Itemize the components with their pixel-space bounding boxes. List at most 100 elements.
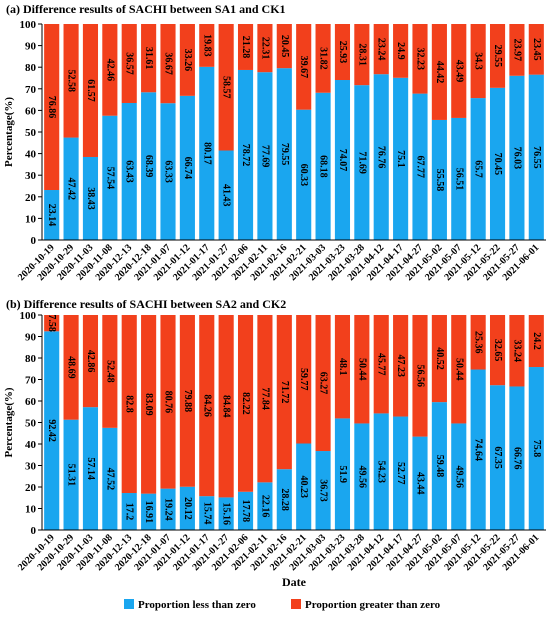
bar-less-than-zero (179, 95, 195, 240)
data-label-greater-than-zero: 48.1 (337, 358, 348, 376)
y-tick-label: 10 (25, 213, 37, 225)
bar-less-than-zero (160, 103, 176, 240)
data-label-less-than-zero: 41.43 (221, 184, 232, 207)
data-label-greater-than-zero: 36.67 (163, 52, 174, 75)
y-tick-label: 50 (25, 418, 37, 430)
data-label-greater-than-zero: 84.84 (221, 395, 232, 418)
bar-less-than-zero (489, 87, 506, 240)
bar-greater-than-zero (276, 24, 292, 69)
bar-less-than-zero (354, 423, 370, 530)
data-label-greater-than-zero: 23.97 (511, 39, 522, 62)
data-label-less-than-zero: 36.73 (318, 479, 329, 502)
data-label-greater-than-zero: 25.36 (473, 331, 484, 354)
bar-less-than-zero (528, 367, 544, 530)
bar-less-than-zero (296, 109, 312, 241)
data-label-greater-than-zero: 7.58 (46, 314, 57, 332)
data-label-less-than-zero: 52.77 (395, 462, 406, 485)
data-label-less-than-zero: 22.16 (259, 495, 270, 517)
y-tick-label: 30 (25, 461, 37, 473)
data-label-less-than-zero: 20.12 (182, 497, 193, 519)
data-label-less-than-zero: 71.69 (356, 151, 367, 174)
bar-greater-than-zero (121, 24, 137, 103)
data-label-less-than-zero: 76.55 (531, 146, 542, 169)
bar-less-than-zero (451, 423, 467, 530)
data-label-less-than-zero: 92.42 (46, 419, 57, 442)
bar-less-than-zero (276, 68, 292, 240)
bar-less-than-zero (141, 92, 157, 240)
bar-greater-than-zero (315, 24, 331, 93)
legend-swatch (291, 599, 301, 609)
bar-less-than-zero (82, 407, 99, 530)
data-label-greater-than-zero: 42.46 (104, 59, 115, 82)
y-axis-label: Percentage(%) (3, 387, 15, 457)
bar-less-than-zero (63, 419, 79, 530)
data-label-greater-than-zero: 48.69 (66, 356, 77, 379)
bar-greater-than-zero (470, 315, 486, 370)
bar-greater-than-zero (509, 315, 525, 387)
chart-title: (a) Difference results of SACHI between … (6, 2, 286, 16)
data-label-greater-than-zero: 25.93 (337, 41, 348, 64)
data-label-less-than-zero: 38.43 (85, 187, 96, 210)
data-label-greater-than-zero: 79.88 (182, 390, 193, 413)
data-label-greater-than-zero: 59.77 (298, 368, 309, 391)
data-label-less-than-zero: 68.39 (143, 155, 154, 178)
data-label-greater-than-zero: 36.57 (124, 52, 135, 75)
chart-panel-a: (a) Difference results of SACHI between … (3, 2, 546, 283)
data-label-less-than-zero: 79.55 (279, 143, 290, 166)
bar-greater-than-zero (489, 24, 506, 88)
bar-less-than-zero (44, 190, 60, 240)
y-tick-label: 100 (20, 310, 37, 322)
bar-less-than-zero (63, 137, 79, 240)
bar-less-than-zero (237, 69, 254, 240)
data-label-less-than-zero: 63.43 (124, 160, 135, 183)
data-label-less-than-zero: 70.45 (492, 153, 503, 176)
bar-less-than-zero (334, 80, 351, 241)
bar-greater-than-zero (218, 315, 234, 498)
data-label-less-than-zero: 66.74 (182, 157, 193, 180)
bar-greater-than-zero (373, 24, 389, 75)
data-label-less-than-zero: 47.52 (104, 468, 115, 491)
data-label-greater-than-zero: 33.26 (182, 49, 193, 72)
data-label-less-than-zero: 75.1 (395, 150, 406, 168)
bar-less-than-zero (218, 497, 234, 530)
data-label-greater-than-zero: 84.26 (201, 394, 212, 417)
data-label-less-than-zero: 66.76 (511, 447, 522, 470)
bar-greater-than-zero (528, 24, 544, 75)
bar-greater-than-zero (257, 24, 273, 73)
data-label-less-than-zero: 49.56 (356, 465, 367, 488)
bar-greater-than-zero (44, 24, 60, 191)
data-label-greater-than-zero: 28.31 (356, 43, 367, 66)
bar-less-than-zero (199, 66, 215, 241)
bar-less-than-zero (451, 117, 467, 240)
bar-less-than-zero (489, 385, 506, 530)
y-tick-label: 10 (25, 504, 37, 516)
data-label-less-than-zero: 80.17 (201, 142, 212, 165)
y-tick-label: 40 (25, 439, 37, 451)
bar-less-than-zero (315, 92, 331, 240)
y-tick-label: 100 (20, 19, 37, 31)
data-label-less-than-zero: 51.9 (337, 465, 348, 483)
bar-greater-than-zero (121, 315, 137, 494)
data-label-greater-than-zero: 56.56 (415, 365, 426, 388)
data-label-less-than-zero: 76.03 (511, 147, 522, 170)
bar-less-than-zero (354, 85, 370, 240)
bar-greater-than-zero (141, 315, 157, 494)
legend-label: Proportion less than zero (138, 599, 256, 611)
data-label-greater-than-zero: 39.67 (298, 56, 309, 79)
bar-less-than-zero (315, 451, 331, 530)
bar-greater-than-zero (44, 315, 60, 332)
y-tick-label: 50 (25, 127, 37, 139)
bar-less-than-zero (82, 156, 99, 240)
bar-greater-than-zero (160, 24, 176, 104)
bar-less-than-zero (141, 493, 157, 530)
data-label-less-than-zero: 17.78 (240, 500, 251, 523)
bar-less-than-zero (334, 418, 351, 530)
data-label-greater-than-zero: 47.23 (395, 355, 406, 378)
data-label-greater-than-zero: 29.55 (492, 45, 503, 68)
data-label-greater-than-zero: 50.44 (356, 358, 367, 381)
data-label-greater-than-zero: 32.65 (492, 339, 503, 362)
data-label-greater-than-zero: 52.48 (104, 360, 115, 383)
data-label-less-than-zero: 19.24 (162, 498, 173, 521)
data-label-greater-than-zero: 31.82 (318, 47, 329, 70)
